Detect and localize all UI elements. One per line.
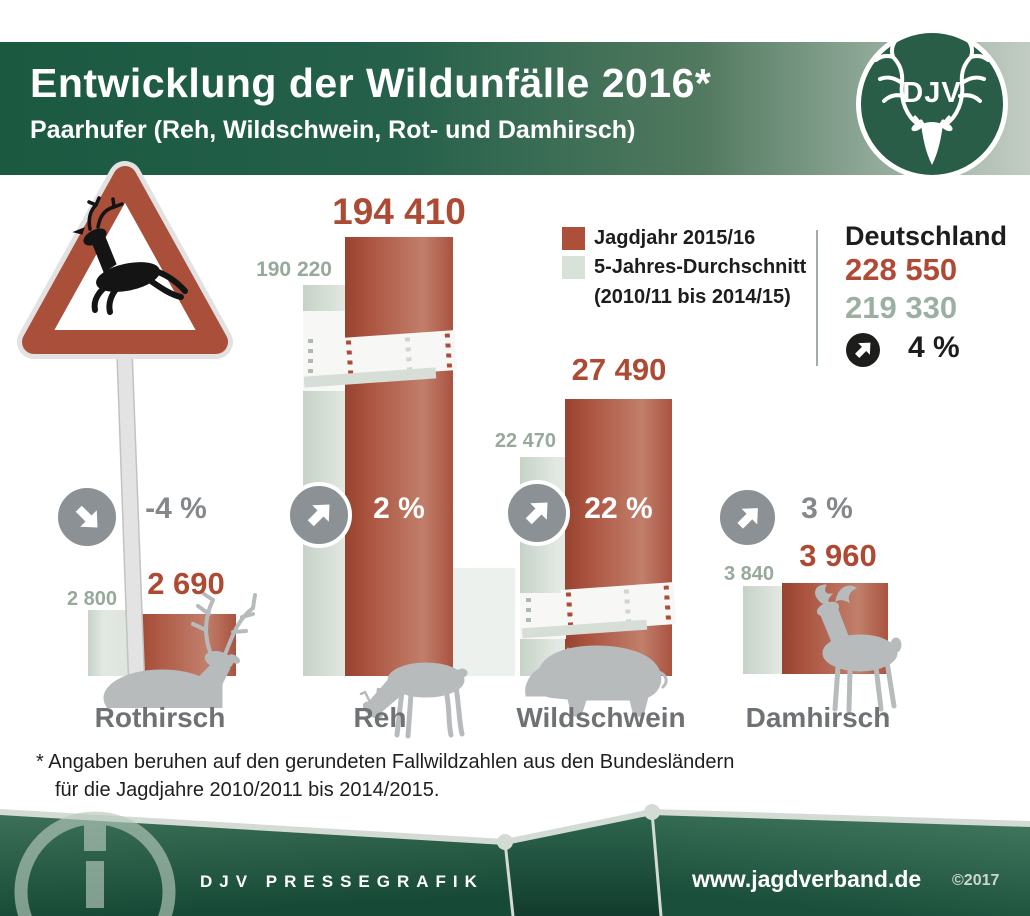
bar-wildschwein-current (565, 399, 672, 676)
summary-average: 219 330 (845, 290, 958, 325)
wildschwein-silhouette (525, 645, 668, 717)
perforation-dots (345, 340, 354, 375)
category-reh: Reh (353, 702, 407, 733)
percent-damhirsch: 3 % (801, 492, 853, 525)
trend-down-icon (54, 484, 120, 550)
djv-logo: DJV (856, 28, 1008, 180)
category-damhirsch: Damhirsch (745, 702, 891, 733)
info-icon (14, 811, 176, 916)
category-rothirsch: Rothirsch (94, 702, 226, 733)
footer-url: www.jagdverband.de (692, 866, 922, 892)
footnote-line1: * Angaben beruhen auf den gerundeten Fal… (36, 751, 735, 773)
summary-divider (816, 230, 818, 366)
bar-rothirsch-average (88, 610, 132, 676)
perforation-dots (308, 339, 313, 387)
value-damhirsch-current: 3 960 (799, 538, 877, 573)
legend-label-current: Jagdjahr 2015/16 (594, 227, 756, 249)
footnote-line2: für die Jagdjahre 2010/2011 bis 2014/201… (55, 779, 440, 801)
value-wildschwein-current: 27 490 (571, 352, 667, 387)
footer-credit: DJV PRESSEGRAFIK (200, 872, 484, 891)
perforation-dots (663, 585, 672, 622)
footer-ribbon (0, 804, 1030, 916)
ribbon-node (497, 834, 513, 850)
perforation-dots (526, 598, 531, 634)
damhirsch-silhouette (815, 584, 902, 713)
leaping-deer-icon (72, 196, 188, 315)
bar-reh-average-shadow (452, 568, 515, 676)
page-title: Entwicklung der Wildunfälle 2016* (30, 60, 712, 106)
page-subtitle: Paarhufer (Reh, Wildschwein, Rot- und Da… (30, 116, 636, 144)
djv-logo-label: DJV (902, 77, 962, 109)
category-wildschwein: Wildschwein (516, 702, 686, 733)
antlers-icon (874, 38, 990, 165)
value-reh-average: 190 220 (256, 258, 332, 281)
ribbon-node (644, 804, 660, 820)
perforation-dots (565, 592, 574, 629)
perforation-dots (404, 337, 413, 370)
summary-change: 4 % (908, 331, 960, 364)
value-rothirsch-average: 2 800 (66, 588, 117, 610)
deer-crossing-sign (17, 161, 233, 693)
summary-trend-up-icon (846, 333, 880, 367)
trend-up-icon (286, 482, 352, 548)
legend-note: (2010/11 bis 2014/15) (594, 286, 791, 308)
value-damhirsch-average: 3 840 (723, 563, 774, 585)
value-rothirsch-current: 2 690 (147, 566, 225, 601)
trend-up-icon (716, 486, 779, 549)
value-wildschwein-average: 22 470 (494, 430, 556, 452)
trend-up-icon (504, 480, 570, 546)
legend-label-average: 5-Jahres-Durchschnitt (594, 256, 807, 278)
summary-region: Deutschland (845, 221, 1008, 251)
percent-rothirsch: -4 % (145, 492, 207, 525)
value-reh-current: 194 410 (332, 191, 466, 232)
perforation-dots (623, 589, 632, 624)
legend-swatch-current (562, 227, 585, 250)
bar-reh-current (345, 237, 453, 676)
percent-wildschwein: 22 % (584, 492, 653, 525)
deer-head-icon (921, 122, 943, 165)
summary-current: 228 550 (845, 252, 958, 287)
legend-swatch-average (562, 256, 585, 279)
rothirsch-silhouette (103, 592, 257, 708)
footer-copyright: ©2017 (952, 872, 1000, 889)
reh-silhouette (359, 662, 468, 739)
percent-reh: 2 % (373, 492, 425, 525)
perforation-dots (444, 333, 453, 368)
